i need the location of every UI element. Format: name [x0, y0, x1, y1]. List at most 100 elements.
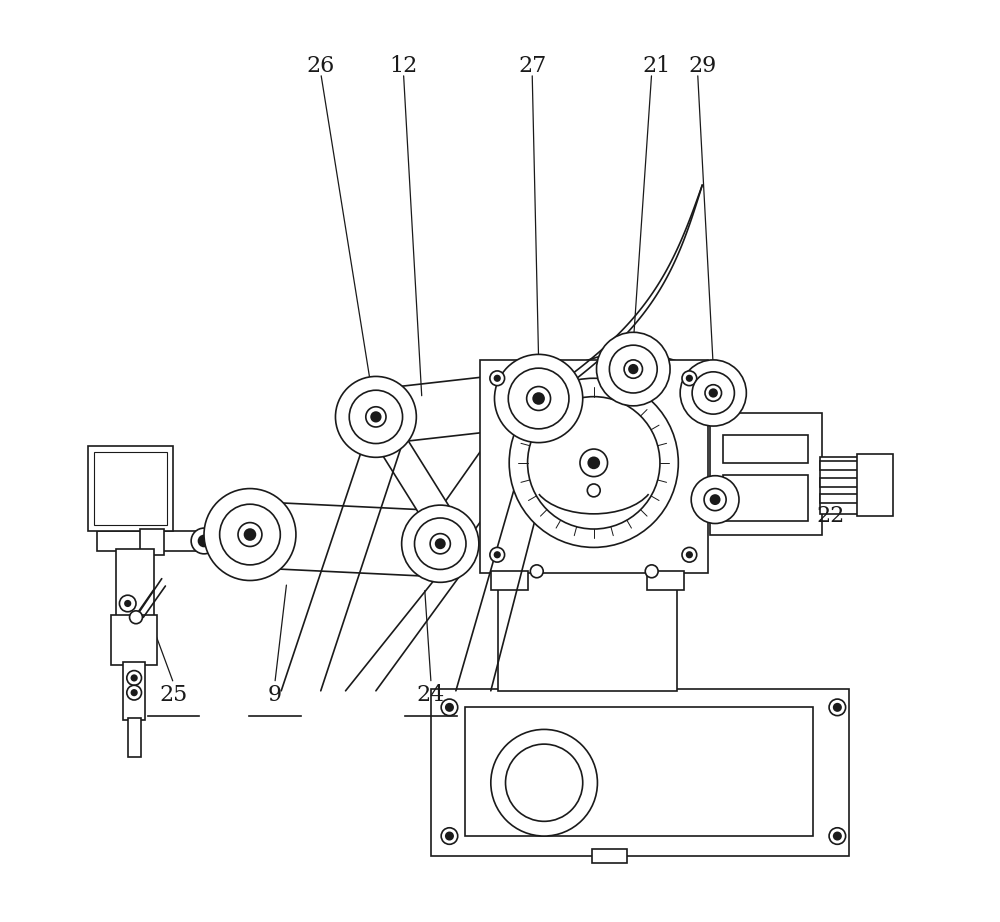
Circle shape [441, 699, 458, 715]
Polygon shape [532, 348, 640, 420]
Circle shape [587, 484, 600, 497]
Circle shape [829, 699, 846, 715]
Circle shape [366, 407, 386, 427]
Circle shape [506, 744, 583, 822]
Circle shape [220, 504, 280, 565]
Circle shape [609, 345, 657, 393]
Bar [820, 457, 858, 514]
Circle shape [834, 833, 841, 840]
Circle shape [402, 505, 479, 583]
Bar [592, 849, 627, 863]
Text: 27: 27 [518, 54, 546, 77]
Circle shape [682, 371, 697, 385]
Circle shape [645, 565, 658, 578]
Text: 12: 12 [389, 54, 418, 77]
Circle shape [198, 536, 210, 547]
Circle shape [436, 539, 445, 549]
Circle shape [528, 396, 660, 529]
Text: 22: 22 [817, 505, 845, 527]
Circle shape [834, 703, 841, 711]
Circle shape [131, 690, 137, 695]
Circle shape [682, 548, 697, 562]
Bar [723, 475, 808, 521]
Bar [527, 765, 562, 800]
Circle shape [349, 390, 403, 443]
Circle shape [687, 375, 692, 381]
Polygon shape [695, 393, 733, 500]
Bar [88, 446, 173, 531]
Circle shape [530, 565, 543, 578]
Circle shape [494, 354, 583, 443]
Circle shape [415, 518, 466, 570]
Circle shape [711, 495, 720, 504]
Circle shape [629, 365, 638, 373]
Circle shape [491, 729, 597, 836]
Bar [97, 531, 277, 551]
Text: 25: 25 [160, 684, 188, 706]
Bar [111, 614, 157, 665]
Bar [491, 572, 528, 590]
Bar [94, 452, 167, 526]
Bar [498, 570, 677, 691]
Circle shape [692, 372, 734, 414]
Circle shape [441, 828, 458, 845]
Text: 29: 29 [688, 54, 716, 77]
Circle shape [580, 449, 608, 477]
Circle shape [704, 489, 726, 511]
Bar [116, 550, 154, 617]
Circle shape [829, 828, 846, 845]
Text: 21: 21 [642, 54, 670, 77]
Bar [465, 707, 813, 836]
Bar [710, 413, 822, 535]
Circle shape [125, 601, 130, 607]
Bar [647, 572, 684, 590]
Circle shape [494, 375, 500, 381]
Circle shape [119, 596, 136, 612]
Bar [128, 718, 141, 757]
Bar [820, 494, 882, 503]
Circle shape [709, 389, 717, 396]
Circle shape [687, 552, 692, 558]
Circle shape [238, 523, 262, 547]
Bar [723, 435, 808, 463]
Circle shape [430, 534, 450, 554]
Circle shape [705, 384, 722, 401]
Text: 26: 26 [307, 54, 335, 77]
Circle shape [508, 368, 569, 429]
Circle shape [527, 386, 551, 410]
Circle shape [371, 412, 381, 421]
Circle shape [624, 360, 642, 378]
Circle shape [490, 371, 505, 385]
Circle shape [204, 489, 296, 581]
Circle shape [127, 670, 142, 685]
Polygon shape [424, 406, 546, 555]
Bar [140, 529, 164, 555]
Circle shape [588, 457, 599, 468]
Circle shape [131, 675, 137, 680]
Circle shape [130, 611, 142, 623]
Polygon shape [373, 371, 542, 444]
Text: 9: 9 [268, 684, 282, 706]
Circle shape [446, 833, 453, 840]
Polygon shape [627, 349, 719, 412]
Bar [857, 454, 893, 516]
Bar [820, 461, 882, 470]
Polygon shape [248, 502, 442, 577]
Text: 24: 24 [417, 684, 445, 706]
Circle shape [191, 528, 217, 554]
Bar [123, 662, 145, 720]
Bar [480, 360, 708, 573]
Circle shape [597, 332, 670, 406]
Circle shape [680, 360, 746, 426]
Circle shape [691, 476, 739, 524]
Circle shape [446, 703, 453, 711]
Circle shape [490, 548, 505, 562]
Polygon shape [363, 409, 462, 542]
Bar [820, 478, 882, 487]
Bar [431, 689, 849, 857]
Circle shape [335, 376, 416, 457]
Circle shape [127, 685, 142, 700]
Circle shape [533, 393, 544, 404]
Circle shape [509, 378, 678, 548]
Circle shape [494, 552, 500, 558]
